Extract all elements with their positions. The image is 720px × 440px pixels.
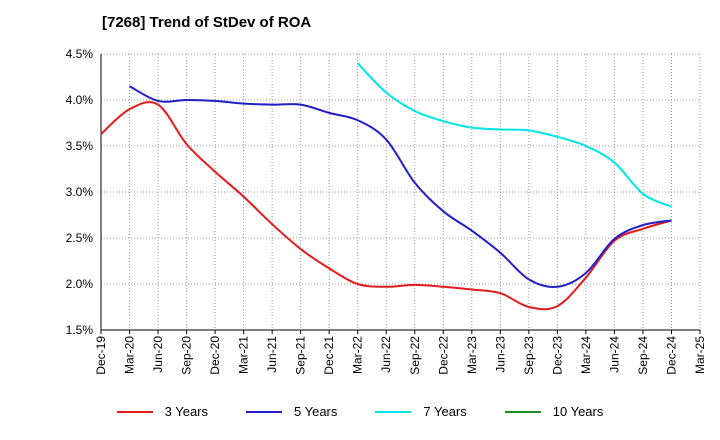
y-tick-label: 1.5% xyxy=(66,323,94,337)
y-tick-label: 3.0% xyxy=(66,185,94,199)
legend-label-series-1: 5 Years xyxy=(294,404,338,419)
x-tick-label: Mar-24 xyxy=(579,336,593,374)
x-tick-label: Jun-20 xyxy=(151,336,165,373)
legend-item-series-0: 3 Years xyxy=(116,404,208,419)
x-tick-label: Dec-23 xyxy=(550,336,564,375)
x-tick-label: Sep-21 xyxy=(294,336,308,375)
y-tick-label: 3.5% xyxy=(66,139,94,153)
x-tick-label: Mar-20 xyxy=(123,336,137,374)
chart-title: [7268] Trend of StDev of ROA xyxy=(102,14,312,31)
x-tick-label: Dec-19 xyxy=(94,336,108,375)
legend: 3 Years 5 Years 7 Years 10 Years xyxy=(0,404,720,419)
x-tick-label: Mar-23 xyxy=(465,336,479,374)
y-tick-label: 4.5% xyxy=(66,47,94,61)
x-tick-labels: Dec-19 Mar-20 Jun-20 Sep-20 Dec-20 Mar-21 Jun-… xyxy=(94,336,707,375)
y-tick-label: 2.5% xyxy=(66,231,94,245)
x-tick-label: Sep-22 xyxy=(408,336,422,375)
x-tick-label: Dec-20 xyxy=(208,336,222,375)
x-tick-label: Jun-23 xyxy=(493,336,507,373)
x-tick-label: Dec-21 xyxy=(322,336,336,375)
x-tick-label: Mar-21 xyxy=(237,336,251,374)
x-tick-label: Mar-22 xyxy=(351,336,365,374)
line-chart: 1.5% 2.0% 2.5% 3.0% 3.5% 4.0% 4.5% Dec-19 Mar-2… xyxy=(66,47,707,375)
legend-swatch-series-3 xyxy=(504,410,541,413)
legend-swatch-series-1 xyxy=(246,410,282,413)
legend-label-series-3: 10 Years xyxy=(552,404,604,419)
x-tick-label: Mar-25 xyxy=(693,336,707,374)
axes xyxy=(100,54,701,334)
y-tick-label: 4.0% xyxy=(66,93,94,107)
series-line-0 xyxy=(100,101,672,311)
legend-item-series-1: 5 Years xyxy=(246,404,337,419)
x-tick-label: Dec-24 xyxy=(664,336,678,375)
series-line-2 xyxy=(356,62,672,208)
x-tick-label: Sep-20 xyxy=(180,336,194,375)
y-tick-label: 2.0% xyxy=(66,277,94,291)
y-tick-labels: 1.5% 2.0% 2.5% 3.0% 3.5% 4.0% 4.5% xyxy=(66,47,94,337)
x-tick-label: Sep-23 xyxy=(522,336,536,375)
x-tick-label: Jun-24 xyxy=(607,336,621,373)
series-lines xyxy=(100,62,672,311)
legend-swatch-series-2 xyxy=(375,410,412,413)
x-tick-label: Sep-24 xyxy=(636,336,650,375)
gridlines xyxy=(101,53,701,330)
legend-swatch-series-0 xyxy=(116,410,153,413)
legend-label-series-2: 7 Years xyxy=(423,404,467,419)
series-line-1 xyxy=(129,85,672,288)
legend-label-series-0: 3 Years xyxy=(164,404,208,419)
x-tick-label: Jun-21 xyxy=(265,336,279,373)
x-tick-label: Dec-22 xyxy=(436,336,450,375)
legend-item-series-2: 7 Years xyxy=(375,404,467,419)
x-tick-label: Jun-22 xyxy=(379,336,393,373)
legend-item-series-3: 10 Years xyxy=(504,404,604,419)
